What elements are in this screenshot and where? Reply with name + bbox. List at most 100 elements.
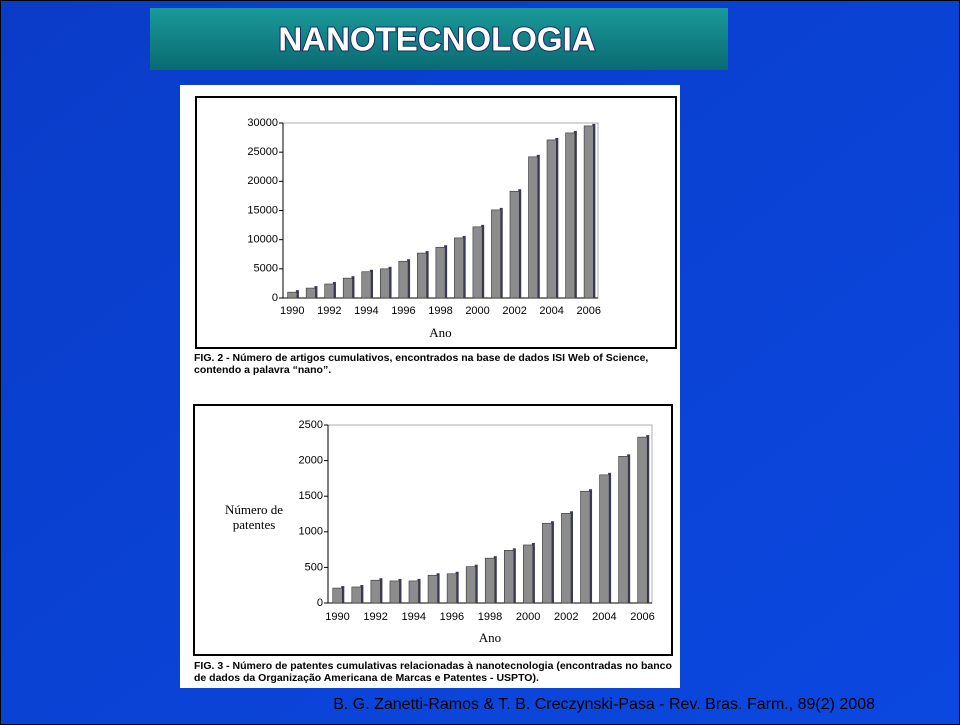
x-tick-label: 2000 xyxy=(465,305,489,317)
bar xyxy=(618,456,629,604)
bar xyxy=(389,580,400,604)
x-tick-label: 2006 xyxy=(576,305,600,317)
bar xyxy=(503,550,515,604)
bar-side xyxy=(493,556,497,603)
bar-side xyxy=(592,123,596,299)
y-tick-label: 10000 xyxy=(247,234,278,246)
y-tick-label: 1000 xyxy=(299,526,323,538)
bar xyxy=(408,580,419,604)
bar-side xyxy=(370,269,374,298)
bar-side xyxy=(518,189,522,298)
bar-side xyxy=(499,207,503,298)
bar xyxy=(528,156,539,299)
x-tick-label: 2002 xyxy=(554,611,578,623)
x-tick-label: 2000 xyxy=(516,611,540,623)
bar-side xyxy=(351,276,355,298)
bar xyxy=(580,490,591,604)
y-tick-label: 30000 xyxy=(247,117,278,129)
bar-side xyxy=(531,542,535,603)
x-tick-label: 1992 xyxy=(317,305,341,317)
caption: FIG. 3 - Número de patentes cumulativas … xyxy=(194,660,672,684)
bar xyxy=(454,237,464,299)
y-tick-label: 2500 xyxy=(299,419,323,431)
bar xyxy=(565,132,576,299)
bar xyxy=(305,287,316,299)
bar-side xyxy=(555,137,559,298)
bar xyxy=(561,512,572,604)
bar-side xyxy=(462,235,466,298)
y-tick-label: 5000 xyxy=(254,263,278,275)
y-tick-label: 1500 xyxy=(299,490,323,502)
bar xyxy=(324,283,335,299)
bar xyxy=(417,252,427,299)
bar-side xyxy=(573,130,577,298)
x-tick-label: 1998 xyxy=(428,305,452,317)
bar-side xyxy=(627,454,631,603)
chart-frame xyxy=(193,404,673,656)
title-bar xyxy=(150,8,728,70)
bar xyxy=(446,573,457,604)
x-tick-label: 1996 xyxy=(391,305,415,317)
bar xyxy=(379,268,390,299)
bar xyxy=(427,574,438,604)
x-tick-label: 1994 xyxy=(354,305,378,317)
bar xyxy=(361,271,372,299)
bar-side xyxy=(360,584,364,603)
bar xyxy=(342,277,353,299)
bar xyxy=(546,139,557,299)
x-tick-label: 2002 xyxy=(502,305,526,317)
bar-side xyxy=(417,578,421,603)
bar xyxy=(523,544,534,604)
x-axis-label: Ano xyxy=(429,325,451,340)
x-tick-label: 1996 xyxy=(440,611,464,623)
bar xyxy=(599,474,610,604)
bar-side xyxy=(425,251,429,298)
citation: B. G. Zanetti-Ramos & T. B. Creczynski-P… xyxy=(333,696,875,713)
bar xyxy=(287,291,298,299)
bar-side xyxy=(407,259,411,298)
y-tick-label: 0 xyxy=(272,292,278,304)
bar-side xyxy=(481,224,485,298)
bar xyxy=(637,436,648,604)
bar xyxy=(542,522,553,604)
bar xyxy=(583,125,594,299)
x-tick-label: 1990 xyxy=(325,611,349,623)
x-tick-label: 2004 xyxy=(539,305,563,317)
caption: FIG. 2 - Número de artigos cumulativos, … xyxy=(194,352,649,376)
bar-side xyxy=(379,578,383,603)
bar-side xyxy=(398,578,402,603)
bar-side xyxy=(314,286,318,298)
x-tick-label: 2006 xyxy=(630,611,654,623)
bar-side xyxy=(512,548,516,603)
x-tick-label: 1998 xyxy=(478,611,502,623)
bar-side xyxy=(444,245,448,298)
y-tick-label: 25000 xyxy=(247,146,278,158)
bar-side xyxy=(474,564,478,603)
bar xyxy=(332,587,343,604)
y-tick-label: 20000 xyxy=(247,175,278,187)
y-tick-label: 500 xyxy=(305,561,323,573)
x-tick-label: 1994 xyxy=(402,611,426,623)
x-tick-label: 2004 xyxy=(592,611,616,623)
bar-side xyxy=(436,573,440,603)
bar-side xyxy=(341,586,345,603)
bar-side xyxy=(295,290,299,298)
bar xyxy=(370,579,381,604)
bar xyxy=(435,246,446,299)
y-tick-label: 15000 xyxy=(247,204,278,216)
bar xyxy=(398,260,409,299)
bar-side xyxy=(589,489,593,603)
bar xyxy=(491,209,502,299)
bar-side xyxy=(388,266,392,298)
slide-title: NANOTECNOLOGIA xyxy=(278,21,595,58)
x-tick-label: 1990 xyxy=(280,305,304,317)
bar-side xyxy=(646,435,650,603)
bar-side xyxy=(570,511,573,603)
bar xyxy=(484,557,496,604)
bar-side xyxy=(455,571,459,603)
x-axis-label: Ano xyxy=(479,630,501,645)
bar xyxy=(509,190,520,299)
x-tick-label: 1992 xyxy=(363,611,387,623)
y-axis-label: Número de patentes xyxy=(224,502,284,532)
